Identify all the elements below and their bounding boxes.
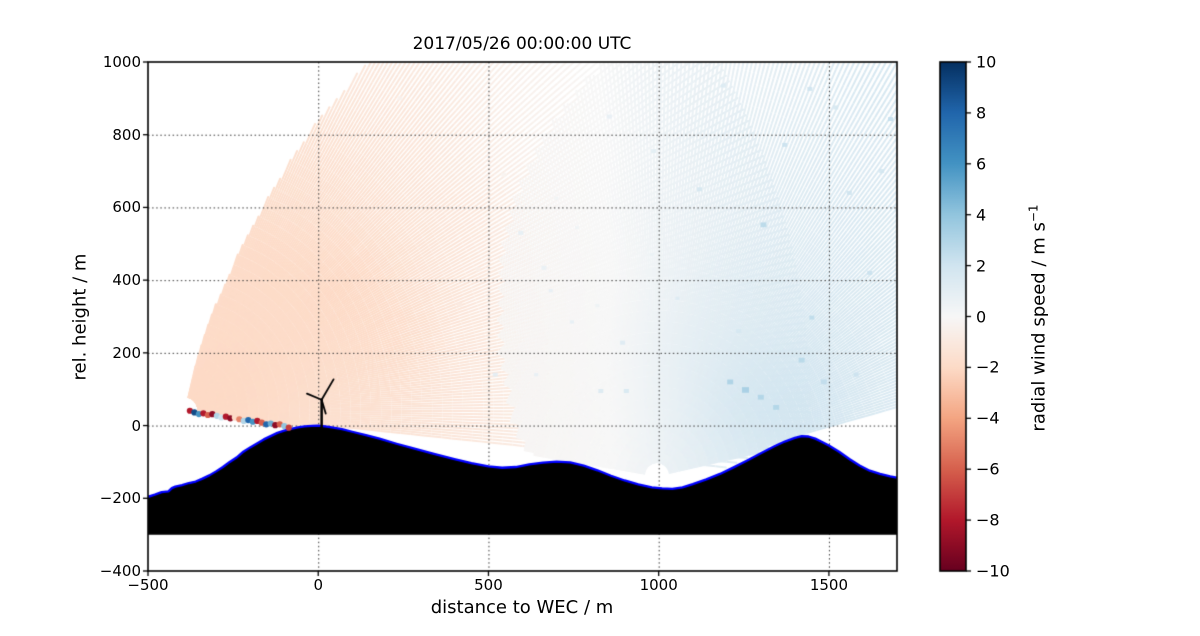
x-tick-label: 1000 — [639, 576, 678, 594]
y-tick-label: 400 — [112, 271, 141, 290]
x-axis-label: distance to WEC / m — [430, 597, 614, 618]
colorbar-tick-label: 0 — [976, 307, 987, 326]
y-axis-label-text: rel. height / m — [69, 253, 91, 381]
y-tick-label: −200 — [99, 489, 141, 508]
colorbar-tick-label: 4 — [976, 205, 987, 225]
colorbar-tick-label: −4 — [976, 408, 1000, 428]
colorbar-tick-label: 6 — [976, 154, 987, 174]
colorbar-tick-label: −2 — [976, 357, 1000, 377]
colorbar-tick-label: 8 — [976, 103, 987, 123]
colorbar-tick-label: 2 — [976, 256, 987, 276]
colorbar-tick-label: −10 — [976, 561, 1010, 581]
x-tick-label: 1500 — [809, 576, 848, 594]
x-tick-label: 500 — [474, 576, 503, 594]
colorbar-label-text: radial wind speed / m s — [1028, 222, 1050, 432]
x-tick-label: −500 — [127, 576, 169, 594]
y-tick-label: −400 — [99, 562, 141, 580]
plot-title: 2017/05/26 00:00:00 UTC — [412, 34, 632, 54]
colorbar-tick-label: 10 — [976, 52, 997, 72]
colorbar-tick-label: −8 — [976, 510, 1000, 530]
colorbar-tick-label: −6 — [976, 459, 1000, 479]
y-tick-label: 0 — [131, 416, 141, 435]
y-tick-label: 1000 — [102, 53, 141, 71]
x-tick-label: 0 — [313, 576, 323, 594]
y-tick-label: 200 — [112, 343, 141, 362]
y-tick-label: 600 — [112, 198, 141, 217]
y-tick-label: 800 — [112, 125, 141, 144]
colorbar-label-superscript: −1 — [1026, 204, 1041, 223]
